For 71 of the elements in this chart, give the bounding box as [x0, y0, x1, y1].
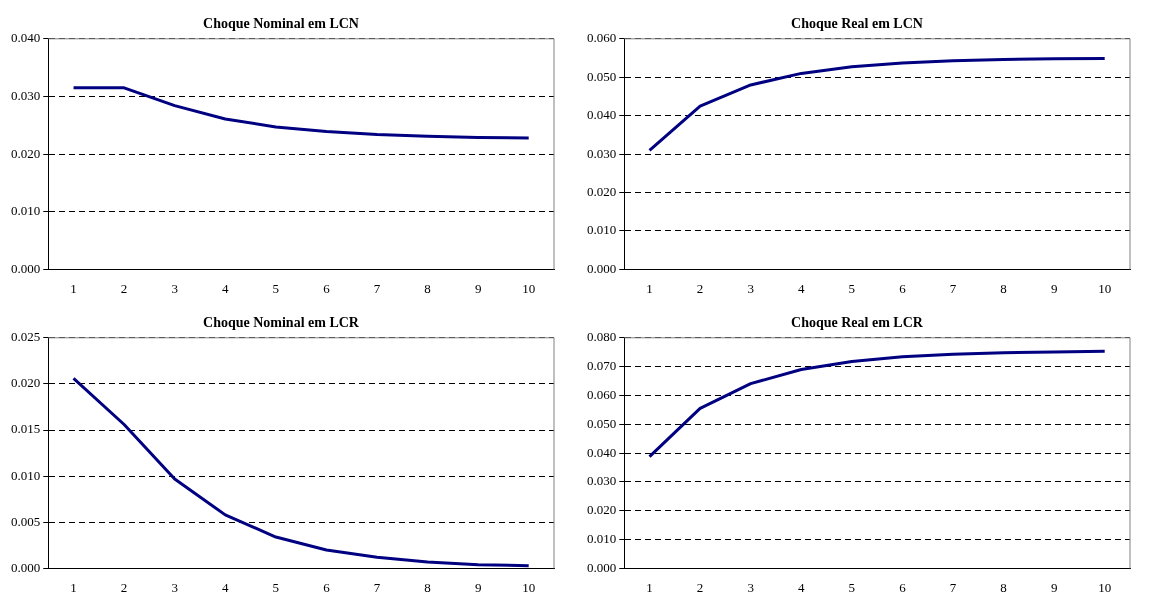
y-tick-label: 0.000	[11, 559, 41, 575]
x-tick-label: 9	[1050, 280, 1058, 296]
x-tick-label: 2	[120, 579, 128, 595]
y-tick-label: 0.010	[11, 203, 41, 219]
x-tick-label: 3	[747, 579, 754, 595]
y-tick-label: 0.040	[587, 107, 617, 123]
x-tick-label: 1	[646, 280, 653, 296]
chart-title: Choque Nominal em LCR	[203, 315, 360, 331]
x-tick-label: 7	[949, 280, 957, 296]
x-tick-label: 9	[1050, 579, 1058, 595]
y-tick-label: 0.000	[587, 559, 617, 575]
x-tick-label: 10	[522, 280, 536, 296]
x-tick-label: 7	[373, 280, 381, 296]
y-tick-label: 0.020	[587, 502, 617, 518]
x-tick-label: 1	[646, 579, 653, 595]
x-tick-label: 2	[120, 280, 128, 296]
chart-title: Choque Real em LCN	[791, 16, 923, 32]
x-tick-label: 3	[747, 280, 754, 296]
x-tick-label: 10	[1098, 280, 1112, 296]
y-tick-label: 0.000	[587, 260, 617, 276]
y-tick-label: 0.080	[587, 329, 617, 345]
x-tick-label: 5	[272, 579, 280, 595]
x-tick-label: 3	[171, 579, 178, 595]
y-tick-label: 0.000	[11, 260, 41, 276]
x-tick-label: 6	[323, 579, 331, 595]
y-tick-label: 0.010	[587, 531, 617, 546]
y-tick-label: 0.040	[587, 444, 617, 460]
x-tick-label: 7	[373, 579, 381, 595]
x-tick-label: 9	[474, 280, 482, 296]
x-tick-label: 7	[949, 579, 957, 595]
x-tick-label: 6	[899, 579, 907, 595]
y-tick-label: 0.025	[11, 329, 41, 345]
x-tick-label: 5	[848, 280, 856, 296]
chart-title: Choque Real em LCR	[791, 315, 924, 331]
y-tick-label: 0.060	[587, 30, 617, 46]
y-tick-label: 0.010	[11, 467, 41, 483]
y-tick-label: 0.040	[11, 30, 41, 46]
x-tick-label: 8	[424, 579, 431, 595]
y-tick-label: 0.005	[11, 513, 41, 529]
x-tick-label: 3	[171, 280, 178, 296]
x-tick-label: 10	[522, 579, 536, 595]
x-tick-label: 5	[848, 579, 856, 595]
y-tick-label: 0.060	[587, 386, 617, 402]
y-tick-label: 0.030	[11, 87, 41, 103]
x-tick-label: 10	[1098, 579, 1112, 595]
x-tick-label: 4	[798, 579, 806, 595]
x-tick-label: 1	[70, 579, 77, 595]
y-tick-label: 0.030	[587, 473, 617, 489]
x-tick-label: 4	[798, 280, 806, 296]
x-tick-label: 8	[424, 280, 431, 296]
y-tick-label: 0.010	[587, 222, 617, 238]
x-tick-label: 4	[222, 579, 230, 595]
y-tick-label: 0.050	[587, 68, 617, 84]
x-tick-label: 8	[1000, 280, 1007, 296]
x-tick-label: 5	[272, 280, 280, 296]
y-tick-label: 0.020	[587, 183, 617, 199]
y-tick-label: 0.020	[11, 145, 41, 161]
y-tick-label: 0.020	[11, 375, 41, 391]
x-tick-label: 2	[696, 280, 704, 296]
y-tick-label: 0.050	[587, 415, 617, 431]
x-tick-label: 8	[1000, 579, 1007, 595]
x-tick-label: 1	[70, 280, 77, 296]
x-tick-label: 6	[323, 280, 331, 296]
y-tick-label: 0.030	[587, 145, 617, 161]
y-tick-label: 0.070	[587, 358, 617, 374]
x-tick-label: 9	[474, 579, 482, 595]
x-tick-label: 2	[696, 579, 704, 595]
y-tick-label: 0.015	[11, 421, 41, 437]
chart-title: Choque Nominal em LCN	[203, 16, 359, 32]
x-tick-label: 4	[222, 280, 230, 296]
x-tick-label: 6	[899, 280, 907, 296]
